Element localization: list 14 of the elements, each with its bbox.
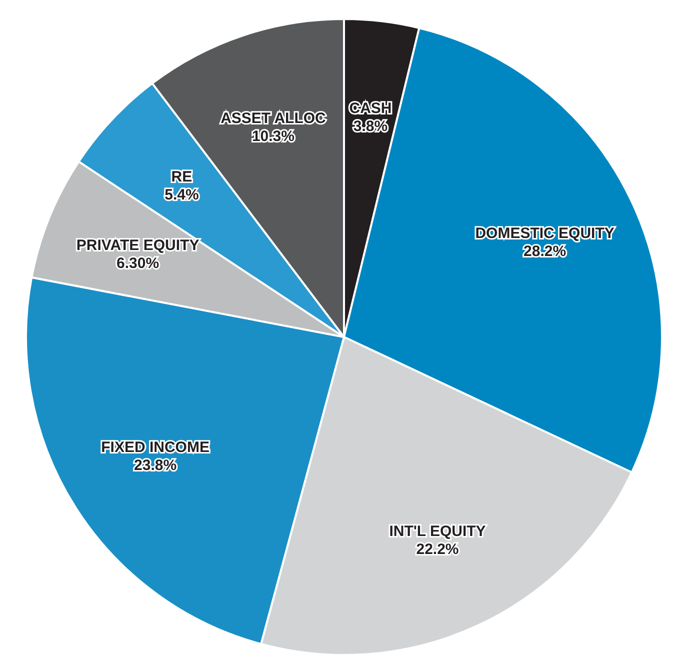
data-label: 23.8% [134, 457, 177, 474]
slice-label: INT'L EQUITY [389, 523, 486, 540]
slice-label: RE [171, 168, 192, 186]
data-label: 5.4% [164, 186, 199, 204]
data-label: 6.30% [116, 255, 160, 272]
slice-label: PRIVATE EQUITY [76, 237, 200, 254]
data-label: 28.2% [524, 242, 566, 260]
data-label: 3.8% [353, 118, 388, 135]
slice-label: CASH [349, 100, 392, 117]
data-label: 10.3% [252, 128, 294, 145]
slice-label: DOMESTIC EQUITY [475, 224, 614, 242]
slice-label: FIXED INCOME [101, 439, 210, 456]
data-label: 22.2% [416, 541, 459, 558]
slice-label: ASSET ALLOC [220, 110, 326, 127]
